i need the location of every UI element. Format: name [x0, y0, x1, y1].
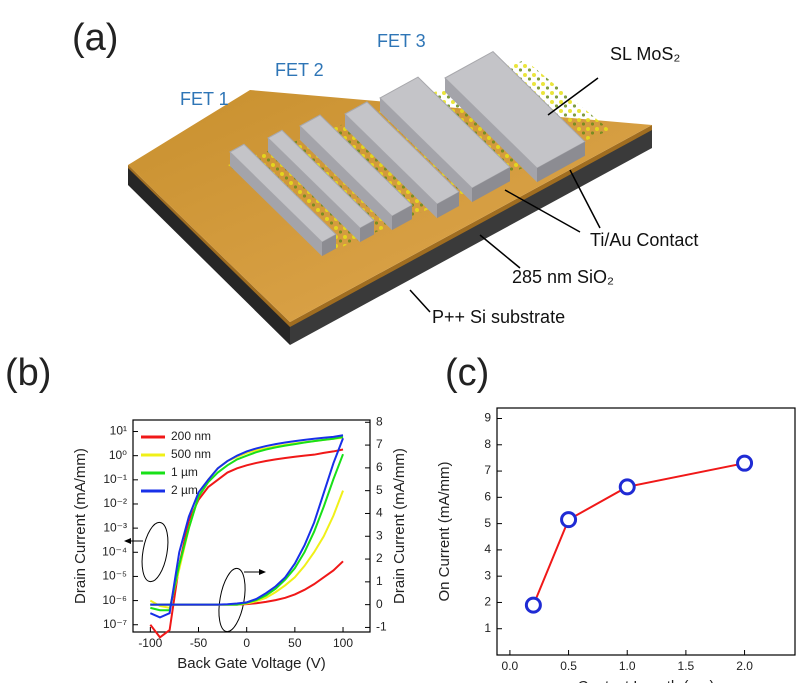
leader: [547, 77, 599, 116]
y-tick-label: 3: [484, 568, 491, 582]
y-tick-label: 4: [484, 542, 491, 556]
y2-tick-label: 1: [376, 574, 383, 588]
marker: [736, 454, 754, 472]
x-tick-label: -50: [190, 636, 208, 650]
plot-frame: [132, 419, 371, 633]
contact-side: [445, 78, 537, 183]
x-axis-label: Back Gate Voltage (V): [177, 655, 325, 672]
callout: Ti/Au Contact: [590, 230, 698, 250]
contact-front: [472, 167, 510, 203]
plot-frame: [496, 407, 796, 656]
contact-side: [300, 126, 392, 231]
leader: [504, 189, 581, 233]
x-axis-label: Contact Length (µm): [577, 678, 714, 683]
fet-label: FET 1: [180, 89, 229, 109]
substrate-left: [128, 165, 290, 345]
leader: [479, 234, 521, 269]
y-tick-label: 10⁻¹: [103, 472, 127, 486]
x-tick-label: 1.0: [619, 659, 636, 673]
y2-tick-label: 0: [376, 597, 383, 611]
y-tick-label: 1: [484, 621, 491, 635]
y-tick-label: 7: [484, 463, 491, 477]
contact-side: [230, 152, 322, 257]
y-tick-label: 10⁻⁶: [102, 593, 127, 607]
y2-tick-label: 2: [376, 551, 383, 565]
y2-tick-label: -1: [376, 620, 387, 634]
fet-label: FET 3: [377, 31, 426, 51]
callout: P++ Si substrate: [432, 307, 565, 327]
substrate-front: [290, 128, 652, 345]
legend-label: 500 nm: [171, 447, 211, 461]
data-line: [150, 435, 344, 612]
y2-axis-label: Drain Current (mA/mm): [391, 448, 408, 604]
y2-tick-label: 4: [376, 506, 383, 520]
contact-front: [437, 192, 459, 219]
legend-label: 2 µm: [171, 483, 198, 497]
y-tick-label: 8: [484, 437, 491, 451]
y-tick-label: 10⁻⁴: [102, 544, 127, 558]
data-line-y2: [150, 437, 344, 606]
y-tick-label: 10⁻²: [103, 496, 127, 510]
y2-tick-label: 6: [376, 460, 383, 474]
contacts: [229, 50, 586, 257]
marker: [618, 478, 636, 496]
y-tick-label: 2: [484, 595, 491, 609]
callout: 285 nm SiO₂: [512, 267, 614, 287]
contact-front: [537, 141, 585, 183]
x-tick-label: 0.5: [560, 659, 577, 673]
x-tick-label: 0.0: [502, 659, 519, 673]
y2-tick-label: 7: [376, 437, 383, 451]
x-tick-label: 2.0: [736, 659, 753, 673]
marker: [560, 511, 578, 529]
y-axis-label: Drain Current (mA/mm): [72, 448, 89, 604]
data-line-y2: [150, 490, 344, 606]
contact-front: [392, 205, 412, 231]
y-tick-label: 10⁻³: [103, 520, 127, 534]
callout: SL MoS₂: [610, 44, 680, 64]
annotations: [124, 521, 266, 633]
y-tick-label: 10¹: [110, 424, 127, 438]
y-tick-label: 9: [484, 411, 491, 425]
y2-tick-label: 5: [376, 483, 383, 497]
fet-label: FET 2: [275, 60, 324, 80]
y-tick-label: 6: [484, 490, 491, 504]
x-tick-label: 50: [288, 636, 302, 650]
x-tick-label: 100: [333, 636, 353, 650]
panel-label: (a): [72, 17, 118, 59]
contact-front: [360, 220, 374, 243]
leader: [409, 289, 431, 313]
panel-label: (b): [5, 352, 51, 394]
x-tick-label: 0: [243, 636, 250, 650]
y-tick-label: 5: [484, 516, 491, 530]
y-axis-label: On Current (mA/mm): [436, 461, 453, 601]
panel-label: (c): [445, 352, 489, 394]
legend-label: 200 nm: [171, 429, 211, 443]
contact-side: [345, 114, 437, 219]
contact-side: [380, 98, 472, 203]
contact-side: [268, 138, 360, 243]
y2-tick-label: 3: [376, 528, 383, 542]
data-line: [149, 434, 344, 619]
x-tick-label: 1.5: [678, 659, 695, 673]
y-tick-label: 10⁰: [109, 448, 127, 462]
leader: [569, 169, 601, 229]
y2-tick-label: 8: [376, 414, 383, 428]
data-line: [532, 462, 745, 606]
legend-label: 1 µm: [171, 465, 198, 479]
y-tick-label: 10⁻⁵: [102, 569, 127, 583]
y-tick-label: 10⁻⁷: [103, 617, 127, 631]
device-diagram: [128, 50, 652, 345]
x-tick-label: -100: [138, 636, 162, 650]
contact-front: [322, 234, 336, 257]
marker: [524, 596, 542, 614]
